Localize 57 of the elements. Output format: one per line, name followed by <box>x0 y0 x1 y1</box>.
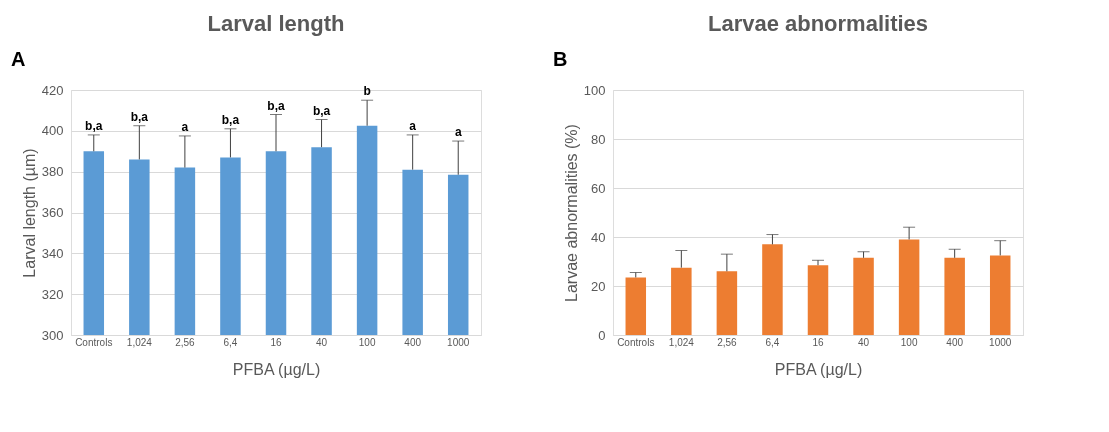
y-tick-label: 360 <box>41 205 64 220</box>
annotation: b,a <box>312 103 331 118</box>
y-tick-label: 420 <box>41 82 64 98</box>
bar <box>625 277 647 335</box>
text: A <box>11 48 26 70</box>
y-tick-label: 400 <box>41 123 64 139</box>
chart-title: Larval length <box>207 11 345 36</box>
annotation: b,a <box>130 109 149 124</box>
x-tick-label: 2,56 <box>175 336 196 348</box>
bar <box>898 239 920 335</box>
bar <box>671 267 692 335</box>
x-tick-label: 6,4 <box>765 336 780 348</box>
y-tick-label: 60 <box>591 180 606 196</box>
y-tick-label: 0 <box>598 327 606 343</box>
x-tick-label: 16 <box>812 336 824 348</box>
x-tick-label: 100 <box>358 336 376 348</box>
bar <box>762 244 783 335</box>
x-tick-label: 1000 <box>447 336 470 348</box>
annotation: b,a <box>221 112 240 127</box>
x-tick-label: 400 <box>404 336 422 348</box>
y-tick-label: 300 <box>41 327 64 343</box>
y-axis-title: Larvae abnormalities (%) <box>562 124 580 302</box>
bar <box>989 255 1011 335</box>
x-tick-label: 2,56 <box>717 336 738 348</box>
y-tick-label: 100 <box>583 82 606 98</box>
y-tick-label: 40 <box>591 229 606 245</box>
annotation: b,a <box>85 118 103 133</box>
x-tick-label: 1000 <box>989 336 1012 348</box>
x-tick-label: 40 <box>857 336 870 348</box>
x-tick-label: 40 <box>315 336 328 348</box>
y-axis-title: Larval length (µm) <box>20 148 38 278</box>
x-tick-label: 6,4 <box>223 336 238 348</box>
x-tick-label: 100 <box>900 336 918 348</box>
bar <box>716 271 738 335</box>
chart-title: Larvae abnormalities <box>707 11 929 36</box>
x-tick-label: Controls <box>75 336 113 348</box>
x-axis-title: PFBA (µg/L) <box>774 360 863 378</box>
bar <box>807 265 829 335</box>
bar <box>944 257 965 335</box>
annotation: b,a <box>267 98 285 113</box>
y-tick-label: 80 <box>591 131 606 147</box>
x-tick-label: Controls <box>617 336 655 348</box>
x-tick-label: 16 <box>270 336 282 348</box>
annotation: a <box>454 125 462 140</box>
x-axis-title: PFBA (µg/L) <box>232 360 321 378</box>
annotation: a <box>181 119 189 134</box>
annotation: a <box>409 118 417 133</box>
x-tick-label: 400 <box>946 336 964 348</box>
y-tick-label: 340 <box>41 245 64 261</box>
y-tick-label: 380 <box>41 164 64 180</box>
x-tick-label: 1,024 <box>126 336 153 348</box>
annotation: b <box>363 84 371 99</box>
y-tick-label: 320 <box>41 286 64 302</box>
text: B <box>553 48 568 70</box>
x-tick-label: 1,024 <box>668 336 695 348</box>
bar <box>853 257 874 335</box>
y-tick-label: 20 <box>591 278 606 294</box>
